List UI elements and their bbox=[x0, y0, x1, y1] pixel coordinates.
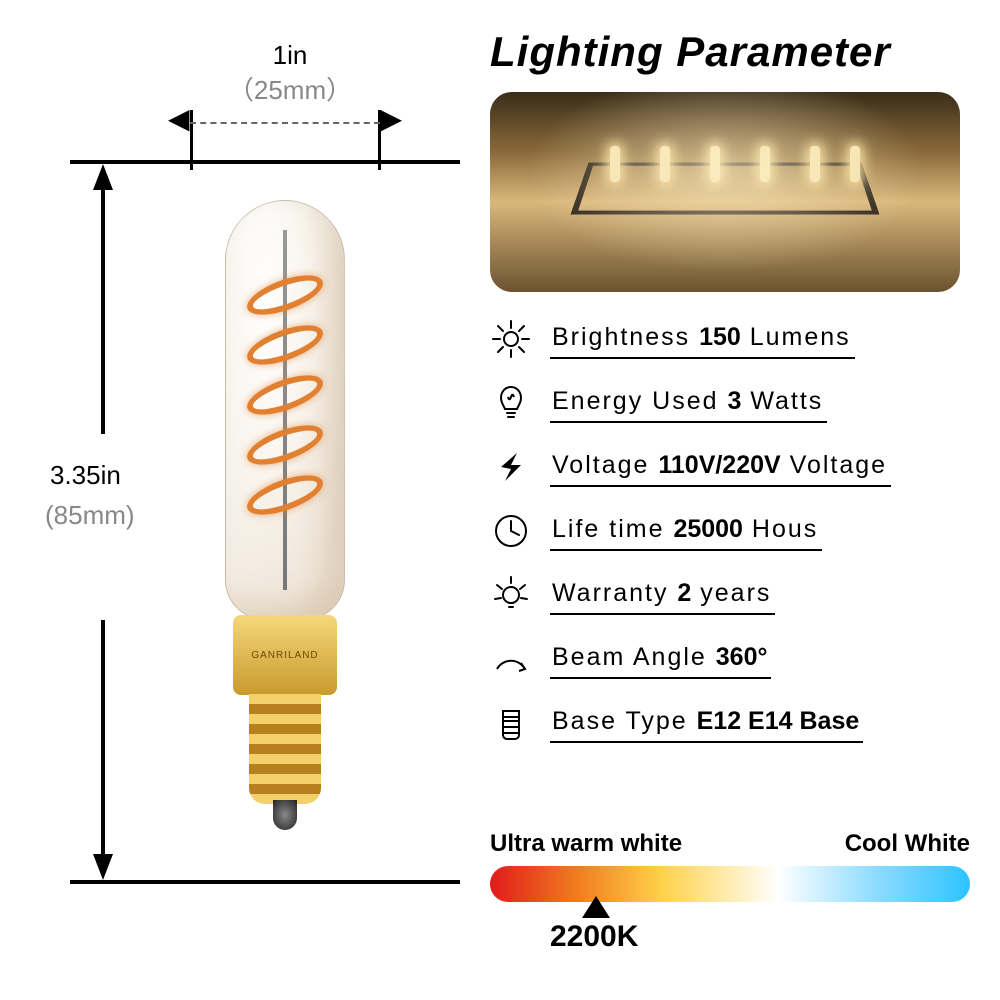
arc-icon bbox=[490, 638, 532, 680]
height-arrow-top bbox=[101, 164, 105, 434]
bulb-screw-base bbox=[249, 694, 321, 804]
spec-row: Life time 25000 Hous bbox=[490, 510, 970, 552]
ct-gradient-bar bbox=[490, 866, 970, 902]
sample-photo bbox=[490, 92, 960, 292]
spec-text: Life time 25000 Hous bbox=[550, 511, 822, 552]
base-icon bbox=[490, 702, 532, 744]
spec-text: Base Type E12 E14 Base bbox=[550, 703, 863, 744]
spec-row: Warranty 2 years bbox=[490, 574, 970, 616]
spec-row: Brightness 150 Lumens bbox=[490, 318, 970, 360]
spec-text: Voltage 110V/220V Voltage bbox=[550, 447, 891, 488]
spec-row: Voltage 110V/220V Voltage bbox=[490, 446, 970, 488]
arrow-right-icon: ▶ bbox=[380, 102, 398, 135]
width-inches: 1in bbox=[230, 40, 350, 71]
height-mm: (85mm) bbox=[45, 500, 135, 531]
panel-title: Lighting Parameter bbox=[490, 28, 970, 76]
bulb-icon bbox=[490, 382, 532, 424]
color-temp-scale: Ultra warm white Cool White 2200K bbox=[490, 830, 970, 902]
clock-icon bbox=[490, 510, 532, 552]
ct-value: 2200K bbox=[550, 920, 638, 954]
bulb-tip bbox=[273, 800, 297, 830]
spec-list: Brightness 150 Lumens Energy Used 3 Watts… bbox=[490, 318, 970, 744]
bulb-collar: GANRILAND bbox=[233, 615, 337, 695]
bulb-illustration: GANRILAND bbox=[215, 200, 355, 860]
width-dimension: ▶ ▶ bbox=[190, 122, 380, 126]
bolt-icon bbox=[490, 446, 532, 488]
ct-cool-label: Cool White bbox=[845, 830, 970, 858]
spec-row: Energy Used 3 Watts bbox=[490, 382, 970, 424]
bulb-rays-icon bbox=[490, 574, 532, 616]
spec-text: Energy Used 3 Watts bbox=[550, 383, 827, 424]
height-arrow-bottom bbox=[101, 620, 105, 880]
spec-text: Warranty 2 years bbox=[550, 575, 775, 616]
spec-text: Beam Angle 360° bbox=[550, 639, 771, 680]
sun-icon bbox=[490, 318, 532, 360]
spec-row: Base Type E12 E14 Base bbox=[490, 702, 970, 744]
ct-warm-label: Ultra warm white bbox=[490, 830, 682, 858]
dimension-bar bbox=[70, 880, 460, 884]
spec-row: Beam Angle 360° bbox=[490, 638, 970, 680]
width-mm: （25mm） bbox=[210, 70, 370, 107]
height-inches: 3.35in bbox=[50, 460, 121, 491]
dimension-bar bbox=[70, 160, 460, 164]
spec-panel: Lighting Parameter Brightness 150 Lumens… bbox=[490, 28, 970, 766]
arrow-left-icon: ▶ bbox=[172, 102, 190, 135]
ct-marker-icon bbox=[582, 896, 610, 918]
dimension-diagram: 1in （25mm） ▶ ▶ 3.35in (85mm) GANRILAND bbox=[40, 40, 460, 940]
spec-text: Brightness 150 Lumens bbox=[550, 319, 855, 360]
